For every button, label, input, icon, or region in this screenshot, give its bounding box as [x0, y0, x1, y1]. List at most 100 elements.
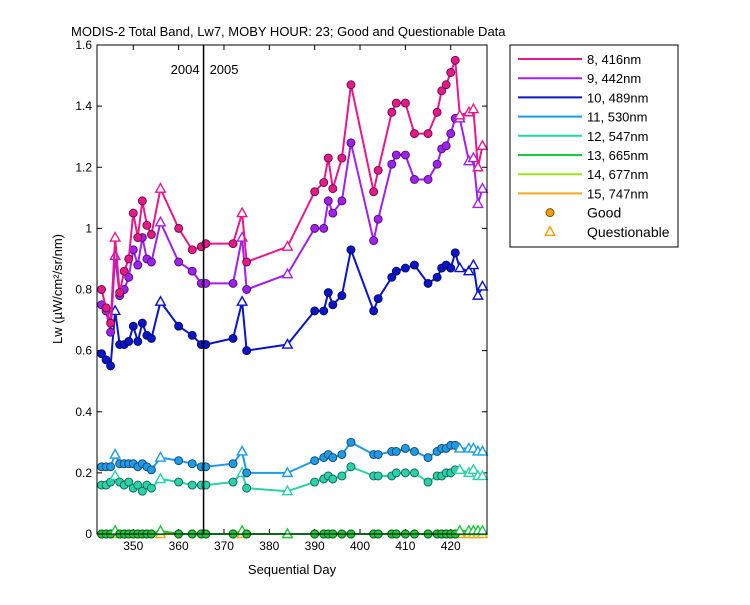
data-point-good: [423, 477, 433, 487]
data-point-good: [133, 233, 143, 242]
data-point-good: [101, 303, 111, 313]
data-point-good: [106, 327, 116, 337]
data-point-questionable: [236, 206, 249, 218]
data-point-good: [373, 214, 383, 224]
data-point-good: [400, 263, 410, 273]
data-point-good: [174, 223, 184, 233]
data-point-good: [133, 480, 143, 490]
data-point-good: [400, 468, 410, 478]
x-tick-label: 350: [123, 539, 143, 553]
data-point-good: [124, 254, 134, 264]
data-point-good: [437, 86, 447, 96]
data-point-good: [387, 272, 397, 282]
data-point-good: [228, 333, 238, 343]
data-point-good: [101, 355, 111, 365]
data-point-good: [106, 361, 116, 371]
x-tick-label: 410: [395, 539, 415, 553]
data-point-questionable: [467, 102, 480, 114]
data-point-good: [310, 456, 320, 466]
data-point-good: [409, 175, 419, 184]
data-point-good: [369, 306, 379, 316]
data-point-good: [391, 468, 401, 478]
data-point-good: [97, 285, 106, 294]
data-point-questionable: [281, 338, 294, 349]
data-point-questionable: [471, 289, 484, 300]
y-tick-label: 1.2: [75, 160, 92, 174]
data-point-good: [373, 471, 383, 481]
plot-area: [97, 45, 487, 534]
series-489nm: [97, 245, 489, 371]
data-point-good: [228, 459, 238, 469]
data-point-good: [346, 138, 356, 148]
data-point-good: [323, 288, 333, 298]
data-point-good: [323, 196, 333, 206]
data-point-good: [391, 150, 401, 160]
data-point-questionable: [467, 151, 480, 163]
data-point-good: [328, 474, 338, 484]
data-point-good: [328, 208, 338, 218]
x-tick-label: 390: [305, 539, 325, 553]
data-point-good: [373, 450, 383, 459]
data-point-good: [133, 260, 143, 270]
data-point-good: [400, 150, 410, 160]
y-tick-label: 0.2: [75, 466, 92, 480]
data-point-good: [446, 129, 456, 139]
legend-entry: 15, 747nm: [587, 186, 648, 201]
data-point-good: [346, 80, 356, 90]
y-tick-label: 1.6: [75, 38, 92, 52]
data-point-questionable: [471, 197, 484, 209]
legend-entry: Questionable: [587, 224, 670, 240]
legend-entry: 12, 547nm: [587, 129, 648, 144]
data-point-good: [146, 257, 156, 267]
data-point-questionable: [236, 295, 249, 306]
y-tick-label: 0.4: [75, 405, 92, 419]
data-point-good: [137, 318, 147, 328]
legend-questionable-marker: [544, 225, 556, 237]
data-point-good: [432, 107, 442, 117]
data-point-good: [174, 477, 184, 487]
series-530nm: [97, 437, 489, 478]
data-point-good: [187, 245, 197, 255]
data-point-questionable: [471, 160, 484, 172]
data-point-good: [319, 178, 329, 187]
data-point-questionable: [109, 448, 122, 459]
data-point-good: [137, 486, 147, 496]
legend-entry: 10, 489nm: [587, 90, 648, 105]
data-point-good: [441, 80, 451, 90]
data-point-good: [187, 459, 197, 469]
data-point-good: [124, 337, 134, 346]
data-point-good: [128, 208, 138, 218]
data-point-good: [337, 153, 347, 163]
data-point-questionable: [476, 469, 489, 481]
data-point-good: [146, 465, 156, 475]
x-tick-label: 370: [214, 539, 234, 553]
data-point-good: [446, 263, 456, 273]
x-tick-label: 360: [169, 539, 189, 553]
y-tick-label: 1: [85, 221, 92, 235]
data-point-good: [319, 306, 329, 316]
legend-entry: 14, 677nm: [587, 167, 648, 182]
data-point-questionable: [467, 463, 480, 475]
legend-entry: 13, 665nm: [587, 148, 648, 163]
data-point-questionable: [154, 451, 167, 462]
data-point-good: [391, 447, 401, 456]
data-point-good: [97, 349, 106, 359]
y-tick-label: 1.4: [75, 99, 92, 113]
data-point-good: [323, 153, 333, 163]
data-point-good: [337, 291, 347, 301]
data-point-questionable: [476, 445, 489, 456]
data-point-good: [409, 447, 419, 456]
data-point-good: [423, 453, 433, 463]
axis-ticks: 350 360 370 380 390 400 410 420 0 0.2 0.4 0.6 0.8 1 1.…: [75, 38, 487, 553]
x-tick-label: 400: [350, 539, 370, 553]
data-point-good: [373, 294, 383, 304]
data-point-questionable: [462, 264, 475, 276]
data-point-good: [137, 196, 147, 206]
data-point-good: [346, 462, 356, 472]
data-point-good: [387, 159, 397, 169]
data-point-good: [441, 141, 451, 151]
data-point-good: [187, 330, 197, 340]
data-point-good: [432, 272, 442, 282]
y-axis-label: Lw (µW/cm²/sr/nm): [50, 234, 65, 344]
